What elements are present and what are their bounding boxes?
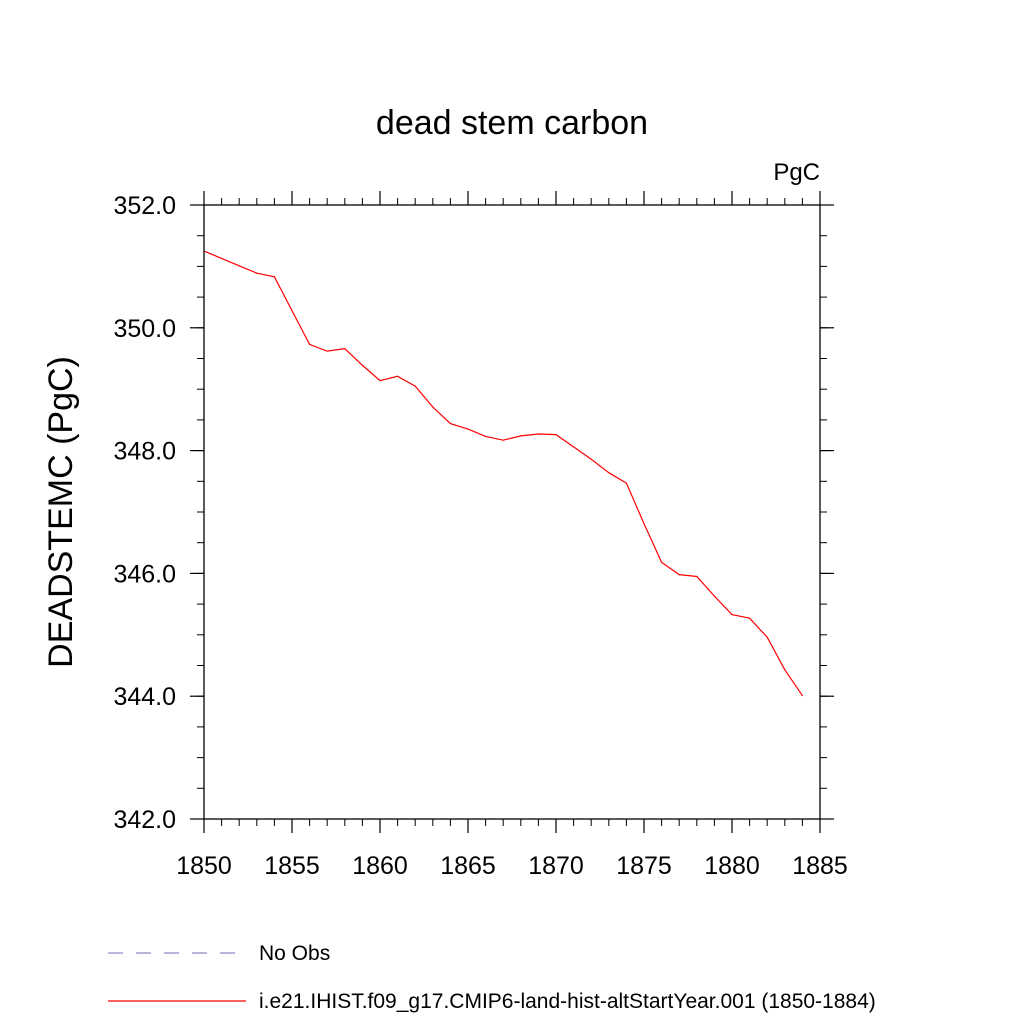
data-point <box>502 439 504 441</box>
x-tick-label: 1870 <box>528 852 584 880</box>
data-point <box>485 435 487 438</box>
x-tick-label: 1860 <box>352 852 408 880</box>
data-point <box>608 472 610 474</box>
y-axis-label: DEADSTEMC (PgC) <box>42 356 80 668</box>
data-point <box>449 422 451 425</box>
data-point <box>749 617 751 619</box>
data-point <box>432 406 434 408</box>
x-tick-label: 1880 <box>704 852 760 880</box>
y-tick-label: 350.0 <box>113 315 176 343</box>
axis-ticks <box>190 191 834 833</box>
data-point <box>555 434 557 436</box>
y-tick-label: 346.0 <box>113 560 176 588</box>
legend: No Obs i.e21.IHIST.f09_g17.CMIP6-land-hi… <box>108 942 876 1013</box>
legend-label-no-obs: No Obs <box>259 942 330 965</box>
data-point <box>273 276 275 278</box>
series-layer <box>203 250 804 697</box>
data-point <box>256 272 258 274</box>
data-point <box>678 574 680 576</box>
y-tick-label: 344.0 <box>113 683 176 711</box>
units-label: PgC <box>773 159 820 186</box>
data-point <box>643 523 645 525</box>
chart-title: dead stem carbon <box>376 104 648 142</box>
data-point <box>713 595 716 597</box>
data-point <box>309 343 311 345</box>
data-point <box>221 257 223 260</box>
axis-tick-labels: 1850 1855 1860 1865 1870 1875 1880 1885 342.0 344… <box>113 192 847 880</box>
x-tick-label: 1875 <box>616 852 672 880</box>
y-tick-label: 342.0 <box>113 806 176 834</box>
plot-frame <box>203 204 821 820</box>
data-point <box>573 446 575 448</box>
data-point <box>414 385 416 387</box>
data-point <box>326 350 328 352</box>
series-line <box>203 250 803 696</box>
x-tick-label: 1865 <box>440 852 496 880</box>
data-point <box>520 435 522 437</box>
data-point <box>379 380 381 382</box>
y-tick-label: 352.0 <box>113 192 176 220</box>
data-point <box>467 428 469 430</box>
data-point <box>238 265 240 267</box>
data-point <box>344 348 346 350</box>
data-point <box>397 375 399 377</box>
x-tick-label: 1850 <box>176 852 232 880</box>
data-point <box>731 613 733 616</box>
legend-label-model-run: i.e21.IHIST.f09_g17.CMIP6-land-hist-altS… <box>259 990 876 1013</box>
data-point <box>784 669 786 671</box>
y-tick-label: 348.0 <box>113 438 176 466</box>
data-point <box>696 575 698 578</box>
data-point <box>625 482 628 484</box>
data-point <box>590 458 592 460</box>
data-point <box>537 433 540 435</box>
data-point <box>661 561 663 563</box>
x-tick-label: 1855 <box>264 852 320 880</box>
data-point <box>801 694 804 697</box>
data-point <box>361 364 363 366</box>
data-point <box>291 310 293 312</box>
x-tick-label: 1885 <box>792 852 848 880</box>
data-point <box>766 636 768 638</box>
